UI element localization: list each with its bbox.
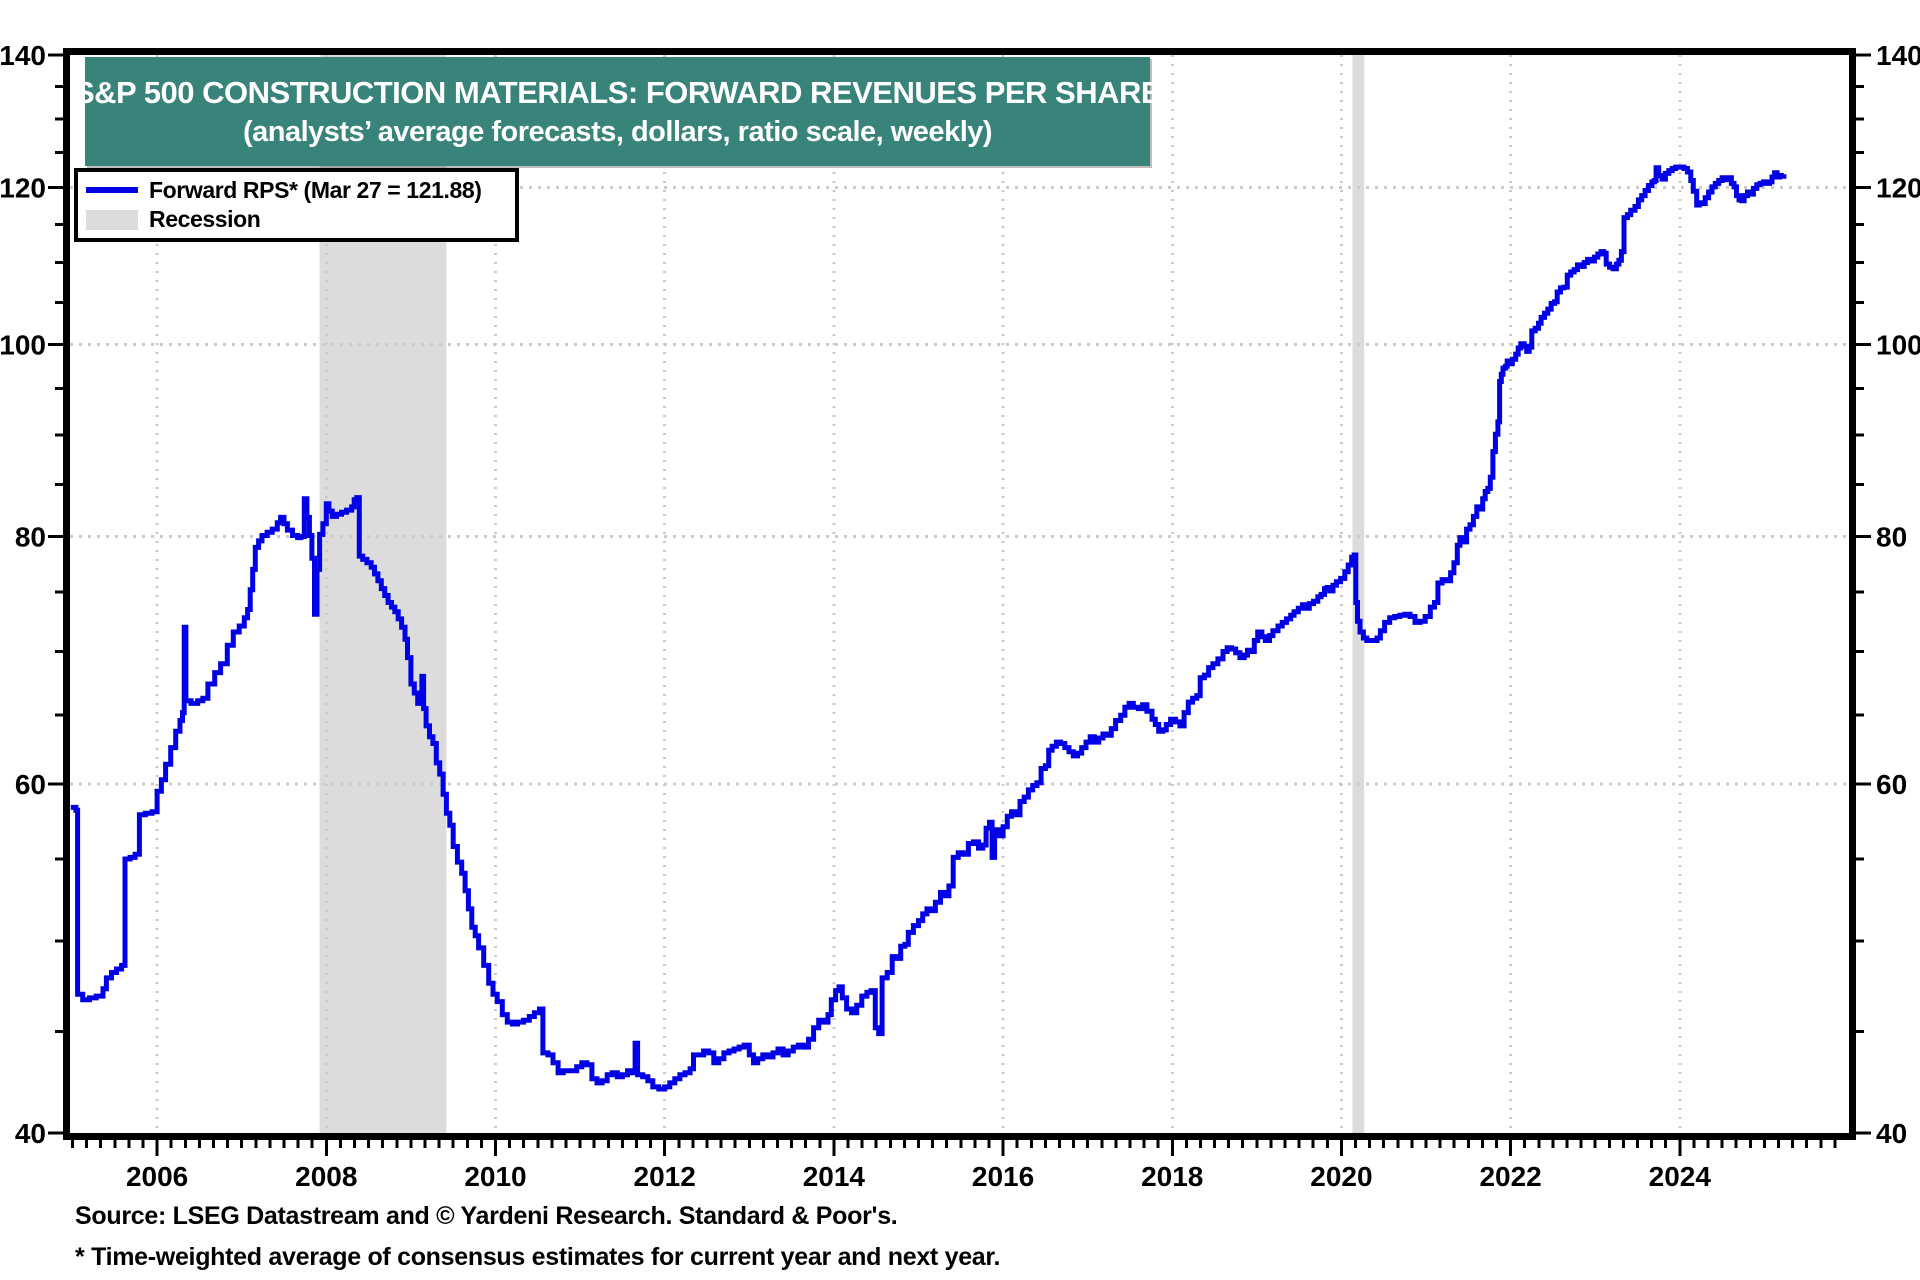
source-text: Source: LSEG Datastream and © Yardeni Re… [75, 1202, 898, 1230]
y-axis-label-right: 120 [1876, 173, 1920, 204]
recession-swatch-icon [86, 209, 138, 230]
plot-border [63, 48, 1856, 1140]
x-axis-year-label: 2008 [295, 1161, 357, 1192]
x-axis-year-label: 2016 [972, 1161, 1034, 1192]
recession-band [1352, 52, 1365, 1135]
legend-item-forward-rps: Forward RPS* (Mar 27 = 121.88) [86, 177, 507, 204]
legend-series-label: Forward RPS* (Mar 27 = 121.88) [149, 176, 482, 203]
y-axis-label-left: 80 [15, 522, 46, 553]
y-axis-label-left: 60 [15, 769, 46, 800]
y-axis-label-left: 140 [0, 40, 46, 71]
legend-item-recession: Recession [86, 206, 507, 233]
axis-ticks [48, 53, 1871, 1156]
line-swatch-icon [86, 187, 138, 194]
axis-labels: 40 40 60 60 80 80 100 100 120 120 140 140 2006 2008 20… [0, 40, 1920, 1192]
x-axis-year-label: 2020 [1310, 1161, 1372, 1192]
footnote-text: * Time-weighted average of consensus est… [75, 1243, 1001, 1271]
x-axis-year-label: 2018 [1141, 1161, 1203, 1192]
y-axis-label-left: 120 [0, 173, 46, 204]
legend: Forward RPS* (Mar 27 = 121.88) Recession [74, 168, 519, 242]
x-axis-year-label: 2014 [803, 1161, 866, 1192]
legend-recession-label: Recession [149, 206, 261, 233]
x-axis-year-label: 2024 [1649, 1161, 1712, 1192]
x-axis-year-label: 2006 [126, 1161, 188, 1192]
chart-subtitle: (analysts’ average forecasts, dollars, r… [242, 115, 993, 148]
y-axis-label-left: 40 [15, 1118, 46, 1149]
y-axis-label-left: 100 [0, 330, 46, 361]
y-axis-label-right: 100 [1876, 330, 1920, 361]
forward-rps-line [70, 164, 1787, 1092]
y-axis-label-right: 140 [1876, 40, 1920, 71]
y-axis-label-right: 80 [1876, 522, 1907, 553]
y-axis-label-right: 40 [1876, 1118, 1907, 1149]
x-axis-year-label: 2010 [464, 1161, 526, 1192]
chart-title: S&P 500 CONSTRUCTION MATERIALS: FORWARD … [73, 74, 1162, 110]
x-axis-year-label: 2012 [634, 1161, 696, 1192]
chart-title-box: S&P 500 CONSTRUCTION MATERIALS: FORWARD … [74, 57, 1162, 166]
y-axis-label-right: 60 [1876, 769, 1907, 800]
x-axis-year-label: 2022 [1479, 1161, 1541, 1192]
